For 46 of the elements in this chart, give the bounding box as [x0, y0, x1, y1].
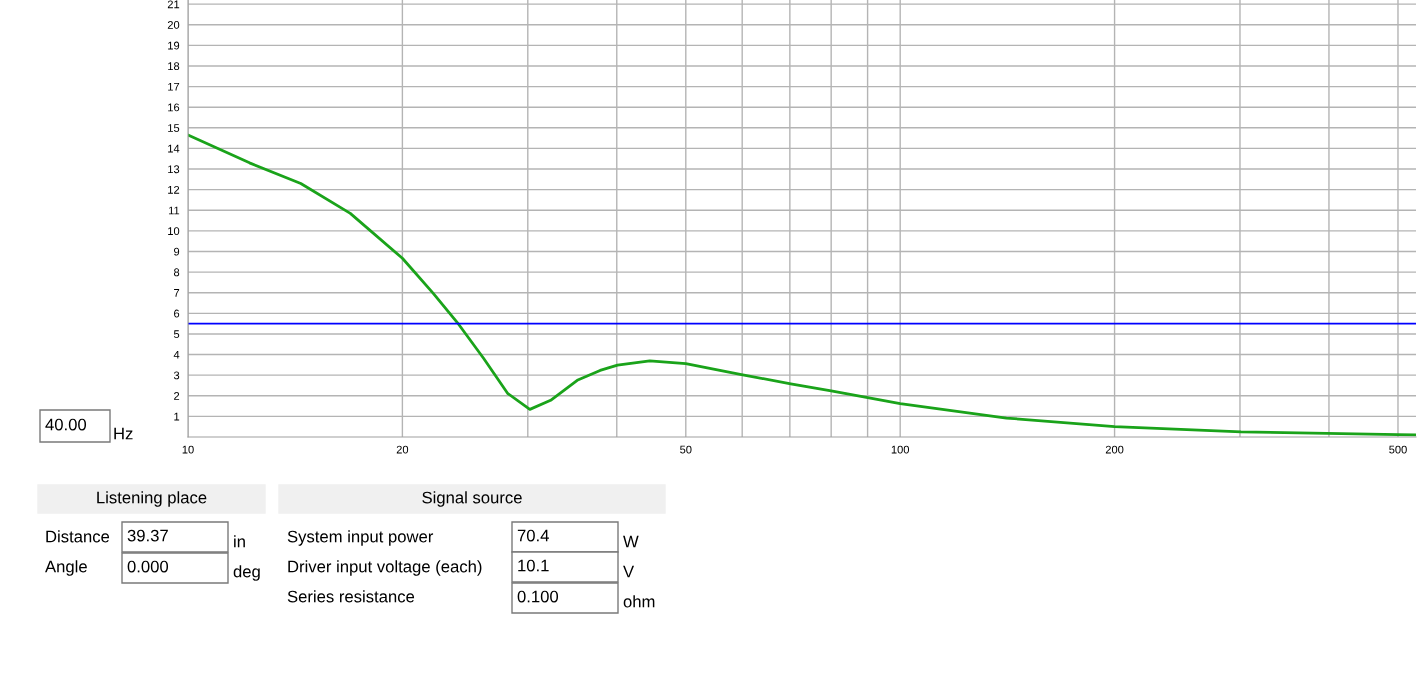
y-tick-label: 16 [168, 103, 180, 112]
text: Driver input voltage (each) [288, 560, 482, 576]
y-tick-label: 1 [174, 412, 180, 421]
text: 0.100 [517, 590, 559, 603]
y-tick-label: 9 [174, 247, 180, 256]
y-tick-label: 3 [173, 371, 180, 380]
y-tick-label: 12 [168, 185, 180, 194]
text: Signal source [422, 491, 522, 507]
y-tick-label: 5 [173, 330, 180, 339]
text: 70.4 [517, 529, 549, 542]
text: Hz [114, 427, 133, 440]
y-tick-label: 20 [167, 21, 180, 29]
y-tick-label: 21 [167, 0, 180, 9]
y-tick-label: 8 [173, 268, 180, 277]
text: 10.1 [518, 559, 549, 572]
text: Series resistance [287, 590, 415, 603]
x-tick-label: 50 [680, 445, 692, 454]
x-tick-label: 500 [1389, 445, 1407, 454]
text: V [623, 565, 635, 578]
y-tick-label: 17 [168, 82, 180, 91]
text: ohm [623, 595, 655, 608]
text: System input power [287, 530, 434, 546]
text: 40.00 [45, 418, 87, 431]
text: W [623, 535, 639, 548]
x-tick-label: 100 [891, 445, 910, 454]
x-tick-label: 200 [1105, 445, 1124, 454]
text: Listening place [97, 491, 207, 507]
x-tick-label: 10 [182, 445, 194, 454]
y-tick-label: 18 [168, 62, 180, 71]
y-tick-label: 4 [173, 350, 180, 359]
y-tick-label: 14 [168, 144, 180, 153]
y-tick-label: 19 [168, 41, 180, 50]
text: 0.000 [127, 560, 169, 573]
text: Distance [46, 530, 110, 543]
text: in [234, 535, 245, 548]
y-tick-label: 15 [168, 124, 180, 132]
y-tick-label: 11 [168, 206, 180, 215]
y-tick-label: 2 [174, 392, 180, 400]
y-tick-label: 6 [174, 309, 180, 318]
y-tick-label: 10 [168, 227, 180, 235]
x-tick-label: 20 [396, 445, 409, 454]
text: Angle [45, 560, 87, 576]
text: deg [233, 565, 260, 581]
y-tick-label: 13 [168, 165, 180, 174]
y-tick-label: 7 [174, 289, 180, 297]
text: 39.37 [127, 529, 168, 542]
